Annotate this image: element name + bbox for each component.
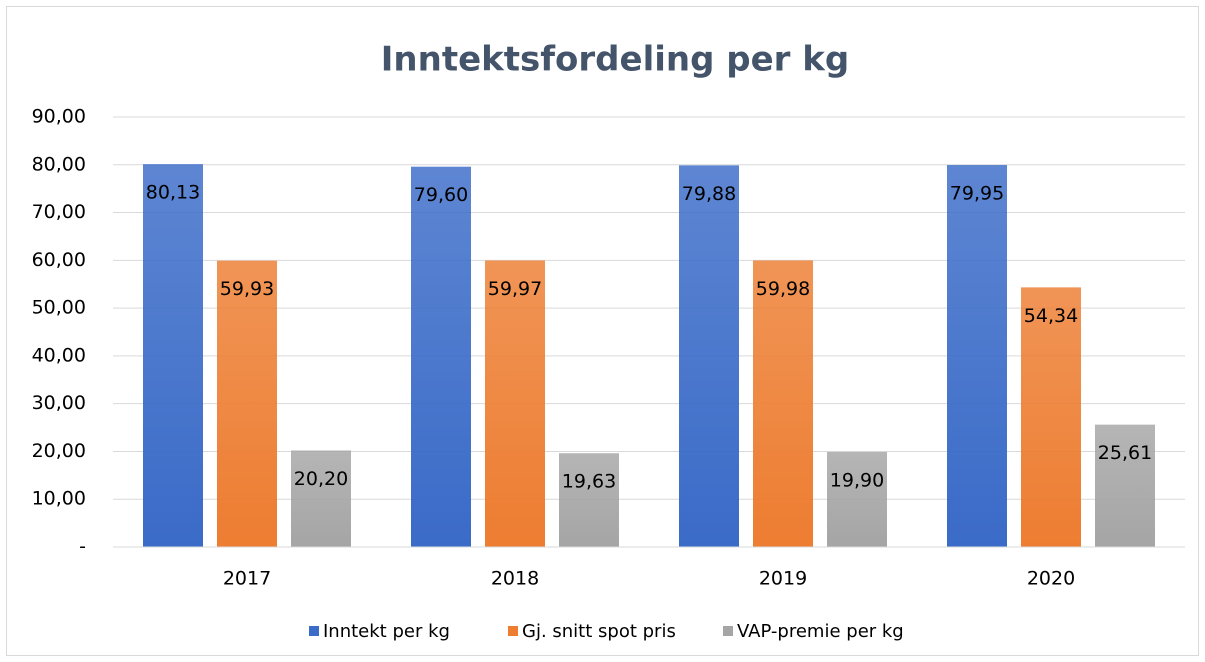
bar	[559, 453, 619, 547]
x-tick-label: 2017	[223, 568, 271, 590]
bar	[217, 260, 277, 547]
legend-label: Inntekt per kg	[323, 621, 450, 642]
data-label: 19,90	[830, 469, 884, 491]
legend-label: VAP-premie per kg	[737, 621, 904, 642]
bar	[411, 166, 471, 547]
y-tick-label: 70,00	[32, 201, 86, 223]
x-tick-label: 2018	[491, 568, 539, 590]
bar	[753, 260, 813, 547]
data-label: 59,93	[220, 278, 274, 300]
y-tick-label: 20,00	[32, 440, 86, 462]
data-label: 79,88	[682, 183, 736, 205]
y-tick-label: 30,00	[32, 392, 86, 414]
data-label: 25,61	[1098, 442, 1152, 464]
bar	[947, 165, 1007, 547]
y-tick-label: 50,00	[32, 297, 86, 319]
data-label: 79,95	[950, 183, 1004, 205]
bar	[485, 260, 545, 547]
y-tick-label: 90,00	[32, 106, 86, 128]
bar	[827, 451, 887, 547]
y-tick-label: -	[79, 536, 86, 558]
data-label: 19,63	[562, 471, 616, 493]
bar	[291, 450, 351, 547]
data-label: 79,60	[414, 184, 468, 206]
data-label: 20,20	[294, 468, 348, 490]
y-tick-label: 40,00	[32, 344, 86, 366]
legend-swatch	[508, 626, 518, 636]
data-label: 80,13	[146, 182, 200, 204]
bar	[1021, 287, 1081, 547]
chart-title: Inntektsfordeling per kg	[381, 40, 849, 80]
legend-swatch	[723, 626, 733, 636]
y-tick-label: 80,00	[32, 153, 86, 175]
y-tick-label: 60,00	[32, 249, 86, 271]
legend-label: Gj. snitt spot pris	[522, 621, 676, 642]
y-tick-label: 10,00	[32, 488, 86, 510]
data-label: 59,98	[756, 278, 810, 300]
bar	[679, 165, 739, 547]
data-label: 59,97	[488, 278, 542, 300]
data-label: 54,34	[1024, 305, 1078, 327]
bar	[1095, 424, 1155, 547]
x-tick-label: 2020	[1027, 568, 1075, 590]
x-tick-label: 2019	[759, 568, 807, 590]
legend-swatch	[309, 626, 319, 636]
bar	[143, 164, 203, 547]
